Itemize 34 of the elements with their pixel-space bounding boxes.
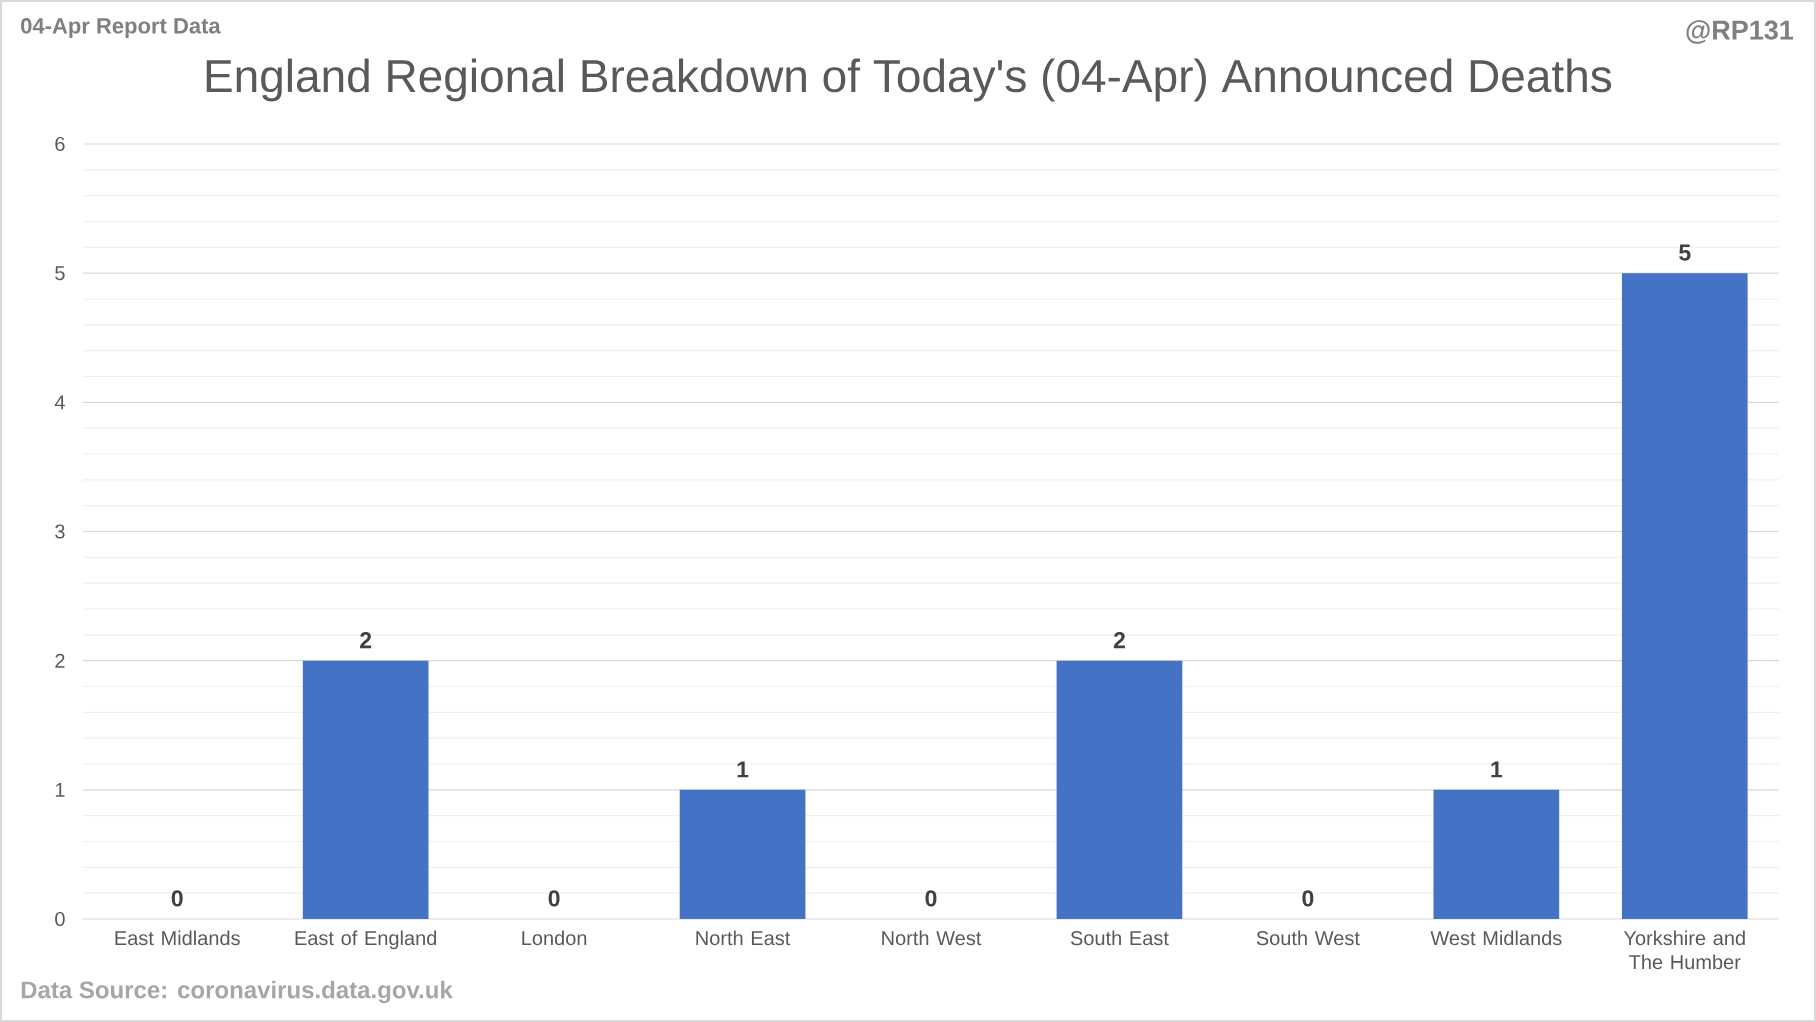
y-tick-label: 5 — [55, 266, 65, 281]
data-label: 1 — [737, 761, 749, 778]
x-tick-label: Yorkshire and The Humber — [1623, 930, 1745, 970]
chart-title: England Regional Breakdown of Today's (04-Apr) Announced Deaths — [206, 58, 1612, 102]
data-label: 5 — [1679, 244, 1691, 261]
data-label: 0 — [171, 890, 183, 907]
x-tick-label: East Midlands — [115, 930, 240, 946]
data-label: 1 — [1491, 761, 1503, 778]
x-tick-label: North East — [696, 930, 791, 946]
data-label: 0 — [1302, 890, 1314, 907]
text: 04-Apr Report Data — [21, 18, 221, 38]
data-label: 0 — [548, 890, 560, 907]
data-label: 2 — [1113, 632, 1125, 649]
y-tick-label: 6 — [55, 136, 65, 152]
y-tick-label: 0 — [55, 911, 65, 927]
y-tick-label: 4 — [54, 395, 65, 410]
bar — [1433, 789, 1560, 919]
text: @RP131 — [1686, 20, 1794, 44]
x-tick-label: North West — [882, 930, 982, 946]
bar — [679, 789, 806, 919]
y-tick-label: 3 — [55, 524, 65, 539]
x-tick-label: London — [522, 930, 587, 946]
data-label: 2 — [360, 632, 372, 649]
bar — [1621, 273, 1748, 919]
bar — [302, 660, 429, 919]
x-tick-label: West Midlands — [1430, 930, 1562, 946]
bar — [1056, 660, 1183, 919]
source-note: Data Source: coronavirus.data.gov.uk — [21, 980, 453, 1004]
data-label: 0 — [925, 890, 937, 907]
y-tick-label: 1 — [55, 782, 65, 797]
x-tick-label: South East — [1070, 930, 1169, 946]
x-tick-label: South West — [1256, 930, 1360, 946]
x-tick-label: East of England — [295, 930, 437, 950]
y-tick-label: 2 — [55, 653, 65, 668]
